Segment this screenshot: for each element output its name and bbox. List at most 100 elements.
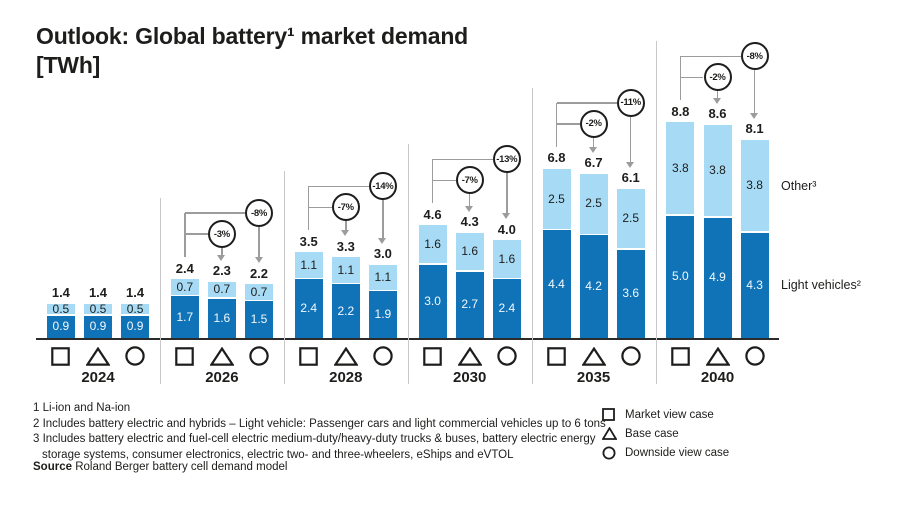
bar-total-label: 6.8	[547, 150, 566, 166]
bar-total-label: 3.5	[299, 233, 318, 249]
bar-value-light-vehicles: 4.9	[709, 270, 726, 285]
bar-total-label: 1.4	[126, 285, 145, 301]
connector-line	[184, 212, 245, 214]
bar-segment-other	[245, 284, 273, 300]
bar-segment-other	[579, 173, 608, 234]
bar-value-light-vehicles: 1.9	[374, 307, 392, 322]
connector-line	[506, 173, 508, 213]
triangle-marker-icon	[581, 346, 607, 366]
year-label: 2026	[205, 369, 239, 386]
bar-value-other: 0.7	[176, 279, 194, 294]
bar-value-other: 3.8	[746, 178, 763, 193]
bar-total-label: 6.1	[621, 170, 640, 186]
bar-total-label: 2.4	[175, 260, 194, 276]
bar-value-other: 2.5	[548, 191, 565, 206]
group-separator	[283, 171, 285, 384]
legend-label: Downside view case	[625, 446, 730, 459]
bar-value-other: 1.6	[461, 244, 479, 259]
slide-title-line2: [TWh]	[36, 52, 101, 78]
bar-value-other: 1.1	[300, 257, 318, 272]
bar-segment-other	[207, 281, 236, 298]
connector-line	[556, 123, 580, 125]
delta-badge: -8%	[245, 199, 273, 228]
delta-badge: -14%	[368, 172, 397, 201]
bar-segment-light-vehicles	[207, 298, 236, 338]
bar-value-other: 1.1	[337, 262, 355, 277]
bar-value-other: 1.6	[424, 236, 441, 251]
connector-line	[680, 76, 704, 79]
bar-value-light-vehicles: 1.6	[213, 310, 231, 325]
bar-value-light-vehicles: 4.3	[746, 277, 763, 292]
bar-value-other: 0.5	[52, 301, 70, 316]
connector-line	[629, 116, 632, 162]
bar-segment-other	[84, 303, 112, 315]
bar-total-label: 4.6	[423, 206, 442, 222]
bar-segment-other	[616, 188, 645, 249]
connector-line	[680, 55, 741, 58]
bar-total-label: 3.3	[336, 238, 355, 254]
footnote-3-continued: storage systems, consumer electronics, e…	[42, 448, 514, 461]
circle-marker-icon	[618, 346, 644, 366]
bar-segment-light-vehicles	[46, 315, 75, 338]
arrow-down-icon	[750, 112, 759, 119]
triangle-marker-icon	[602, 427, 620, 440]
bar-value-light-vehicles: 4.4	[548, 276, 565, 291]
bar-segment-light-vehicles	[294, 279, 323, 338]
bar-total-label: 2.3	[212, 263, 231, 279]
arrow-down-icon	[502, 213, 511, 219]
bar-total-label: 8.6	[708, 106, 727, 122]
connector-line	[307, 186, 310, 231]
connector-line	[308, 185, 369, 187]
bar-value-light-vehicles: 3.6	[622, 286, 640, 301]
square-marker-icon	[48, 346, 74, 366]
connector-line	[258, 227, 260, 258]
delta-badge: -2%	[579, 109, 608, 138]
bar-total-label: 8.1	[745, 121, 764, 137]
connector-line	[555, 102, 558, 147]
series-label-light-vehicles: Light vehicles²	[781, 278, 861, 292]
connector-line	[432, 179, 456, 182]
delta-badge: -11%	[616, 88, 645, 117]
bar-value-other: 2.5	[622, 211, 640, 226]
group-separator	[531, 87, 533, 384]
bar-segment-light-vehicles	[542, 230, 571, 338]
bar-value-light-vehicles: 3.0	[424, 293, 441, 308]
bar-total-label: 1.4	[51, 285, 70, 301]
bar-value-light-vehicles: 1.7	[176, 309, 194, 324]
square-marker-icon	[602, 408, 620, 421]
bar-segment-light-vehicles	[170, 296, 199, 338]
bar-value-light-vehicles: 1.5	[250, 312, 268, 327]
bar-segment-light-vehicles	[579, 235, 608, 338]
footnote-3: 3 Includes battery electric and fuel-cel…	[33, 433, 596, 445]
circle-marker-icon	[370, 346, 396, 366]
bar-segment-other	[46, 303, 75, 315]
bar-value-light-vehicles: 0.9	[89, 319, 107, 334]
slide-title: Outlook: Global battery¹ market demand […	[36, 22, 468, 80]
bar-value-light-vehicles: 0.9	[126, 319, 144, 334]
year-label: 2024	[81, 369, 115, 386]
arrow-down-icon	[465, 205, 474, 212]
source-text: Roland Berger battery cell demand model	[75, 461, 288, 473]
arrow-down-icon	[217, 254, 226, 261]
connector-line	[753, 70, 756, 113]
bar-segment-light-vehicles	[703, 217, 732, 338]
triangle-marker-icon	[705, 346, 731, 366]
footnote-2: 2 Includes battery electric and hybrids …	[33, 417, 606, 430]
bar-segment-light-vehicles	[368, 291, 397, 338]
bar-value-other: 3.8	[709, 163, 726, 178]
circle-marker-icon	[246, 346, 272, 366]
square-marker-icon	[667, 346, 693, 366]
bar-value-other: 0.7	[250, 284, 268, 299]
connector-line	[382, 200, 384, 238]
bar-segment-other	[368, 264, 397, 290]
bar-segment-other	[170, 279, 199, 295]
connector-line	[592, 137, 595, 147]
group-separator	[655, 41, 657, 384]
connector-line	[716, 91, 719, 98]
circle-marker-icon	[122, 346, 148, 366]
year-label: 2035	[576, 369, 611, 386]
slide-title-line1: Outlook: Global battery¹ market demand	[36, 23, 469, 49]
connector-line	[345, 221, 347, 231]
circle-marker-icon	[602, 446, 620, 460]
